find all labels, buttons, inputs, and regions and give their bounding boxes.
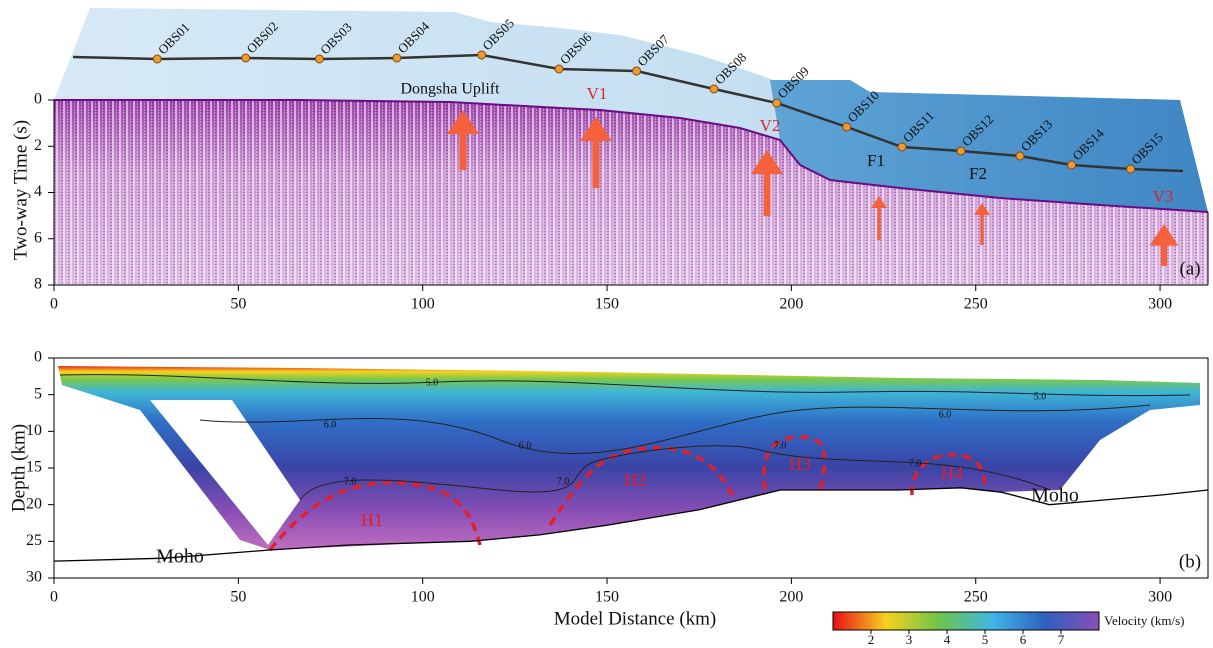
anomaly-outline (910, 453, 987, 496)
x-tick-label: 250 (964, 296, 988, 313)
contour-label: 5.0 (426, 377, 439, 388)
colorbar-tick-label: 2 (868, 632, 875, 647)
contour-line (59, 374, 1191, 397)
contour-label: 7.0 (774, 440, 787, 451)
x-tick-label: 200 (779, 589, 803, 606)
annotation: F1 (867, 151, 885, 170)
contour-label: 5.0 (1034, 391, 1047, 402)
x-tick-label: 50 (230, 589, 246, 606)
station (842, 122, 852, 132)
seafloor (54, 99, 1209, 213)
x-tick-label: 150 (595, 589, 619, 606)
y-tick-label: 2 (34, 137, 42, 154)
station (956, 146, 966, 156)
moho-label: Moho (156, 546, 204, 568)
station (1015, 151, 1025, 161)
annotation-arrow (871, 196, 887, 240)
station (897, 142, 907, 152)
seismic-texture (54, 100, 1208, 285)
y-tick-label: 20 (26, 495, 42, 512)
coverage-gap (150, 400, 300, 545)
anomaly-label: H4 (941, 463, 963, 483)
y-axis-label: Two-way Time (s) (10, 120, 31, 260)
contour-line (299, 445, 1051, 501)
panel-label: (a) (1179, 258, 1200, 279)
moho-label: Moho (1031, 485, 1079, 507)
station (477, 50, 487, 60)
colorbar-tick-label: 7 (1058, 632, 1065, 647)
x-tick-label: 0 (50, 296, 58, 313)
station (314, 54, 324, 64)
annotation-arrow (751, 150, 783, 216)
station (709, 84, 719, 94)
anomaly-outlines (268, 435, 987, 552)
contour-label: 7.0 (557, 476, 570, 487)
x-tick-label: 0 (50, 589, 58, 606)
y-tick-label: 25 (26, 532, 42, 549)
deep-bathymetry (770, 80, 1208, 212)
annotation-arrow (974, 203, 990, 245)
station (1067, 160, 1077, 170)
contour-label: 6.0 (324, 419, 337, 430)
anomaly-label: H3 (789, 454, 811, 474)
x-tick-label: 200 (779, 296, 803, 313)
panel-label: (b) (1179, 551, 1201, 572)
x-axis-label: Model Distance (km) (554, 608, 717, 629)
annotation-arrow (580, 117, 612, 188)
y-tick-label: 5 (34, 385, 42, 402)
moho-line (53, 487, 1209, 562)
station (772, 98, 782, 108)
velocity-model (58, 366, 1200, 550)
x-tick-label: 100 (411, 589, 435, 606)
y-tick-label: 0 (34, 91, 42, 108)
station (392, 53, 402, 63)
y-tick-label: 10 (26, 422, 42, 439)
annotation: F2 (969, 164, 987, 183)
x-tick-label: 250 (964, 589, 988, 606)
contour-label: 6.0 (519, 440, 532, 451)
station (632, 66, 642, 76)
contour-label: 6.0 (939, 409, 952, 420)
x-tick-label: 300 (1148, 296, 1172, 313)
annotation: V2 (760, 116, 781, 135)
y-axis-label: Depth (km) (8, 424, 29, 512)
contour-line (199, 404, 1151, 455)
colorbar (832, 611, 1100, 631)
y-tick-label: 4 (34, 183, 42, 200)
contour-label: 7.0 (909, 458, 922, 469)
x-tick-label: 100 (411, 296, 435, 313)
x-tick-label: 150 (595, 296, 619, 313)
colorbar-tick-label: 5 (982, 632, 989, 647)
annotation: V3 (1153, 187, 1174, 206)
annotation: Dongsha Uplift (400, 81, 500, 98)
station (554, 64, 564, 74)
x-tick-label: 50 (230, 296, 246, 313)
station (241, 53, 251, 63)
colorbar-label: Velocity (km/s) (1104, 613, 1185, 628)
y-tick-label: 6 (34, 229, 42, 246)
colorbar-tick-label: 4 (944, 632, 951, 647)
annotation-arrow (447, 110, 479, 170)
anomaly-label: H2 (624, 470, 646, 490)
y-tick-label: 15 (26, 459, 42, 476)
station (152, 54, 162, 64)
anomaly-outline (268, 480, 482, 552)
colorbar-tick-label: 3 (906, 632, 913, 647)
station (1126, 164, 1136, 174)
contour-label: 7.0 (344, 476, 357, 487)
annotation-arrow (1149, 224, 1179, 266)
colorbar-tick-label: 6 (1020, 632, 1027, 647)
y-tick-label: 30 (26, 569, 42, 586)
anomaly-label: H1 (361, 510, 383, 530)
x-tick-label: 300 (1148, 589, 1172, 606)
y-tick-label: 0 (34, 349, 42, 366)
annotation: V1 (587, 84, 608, 103)
y-tick-label: 8 (34, 276, 42, 293)
